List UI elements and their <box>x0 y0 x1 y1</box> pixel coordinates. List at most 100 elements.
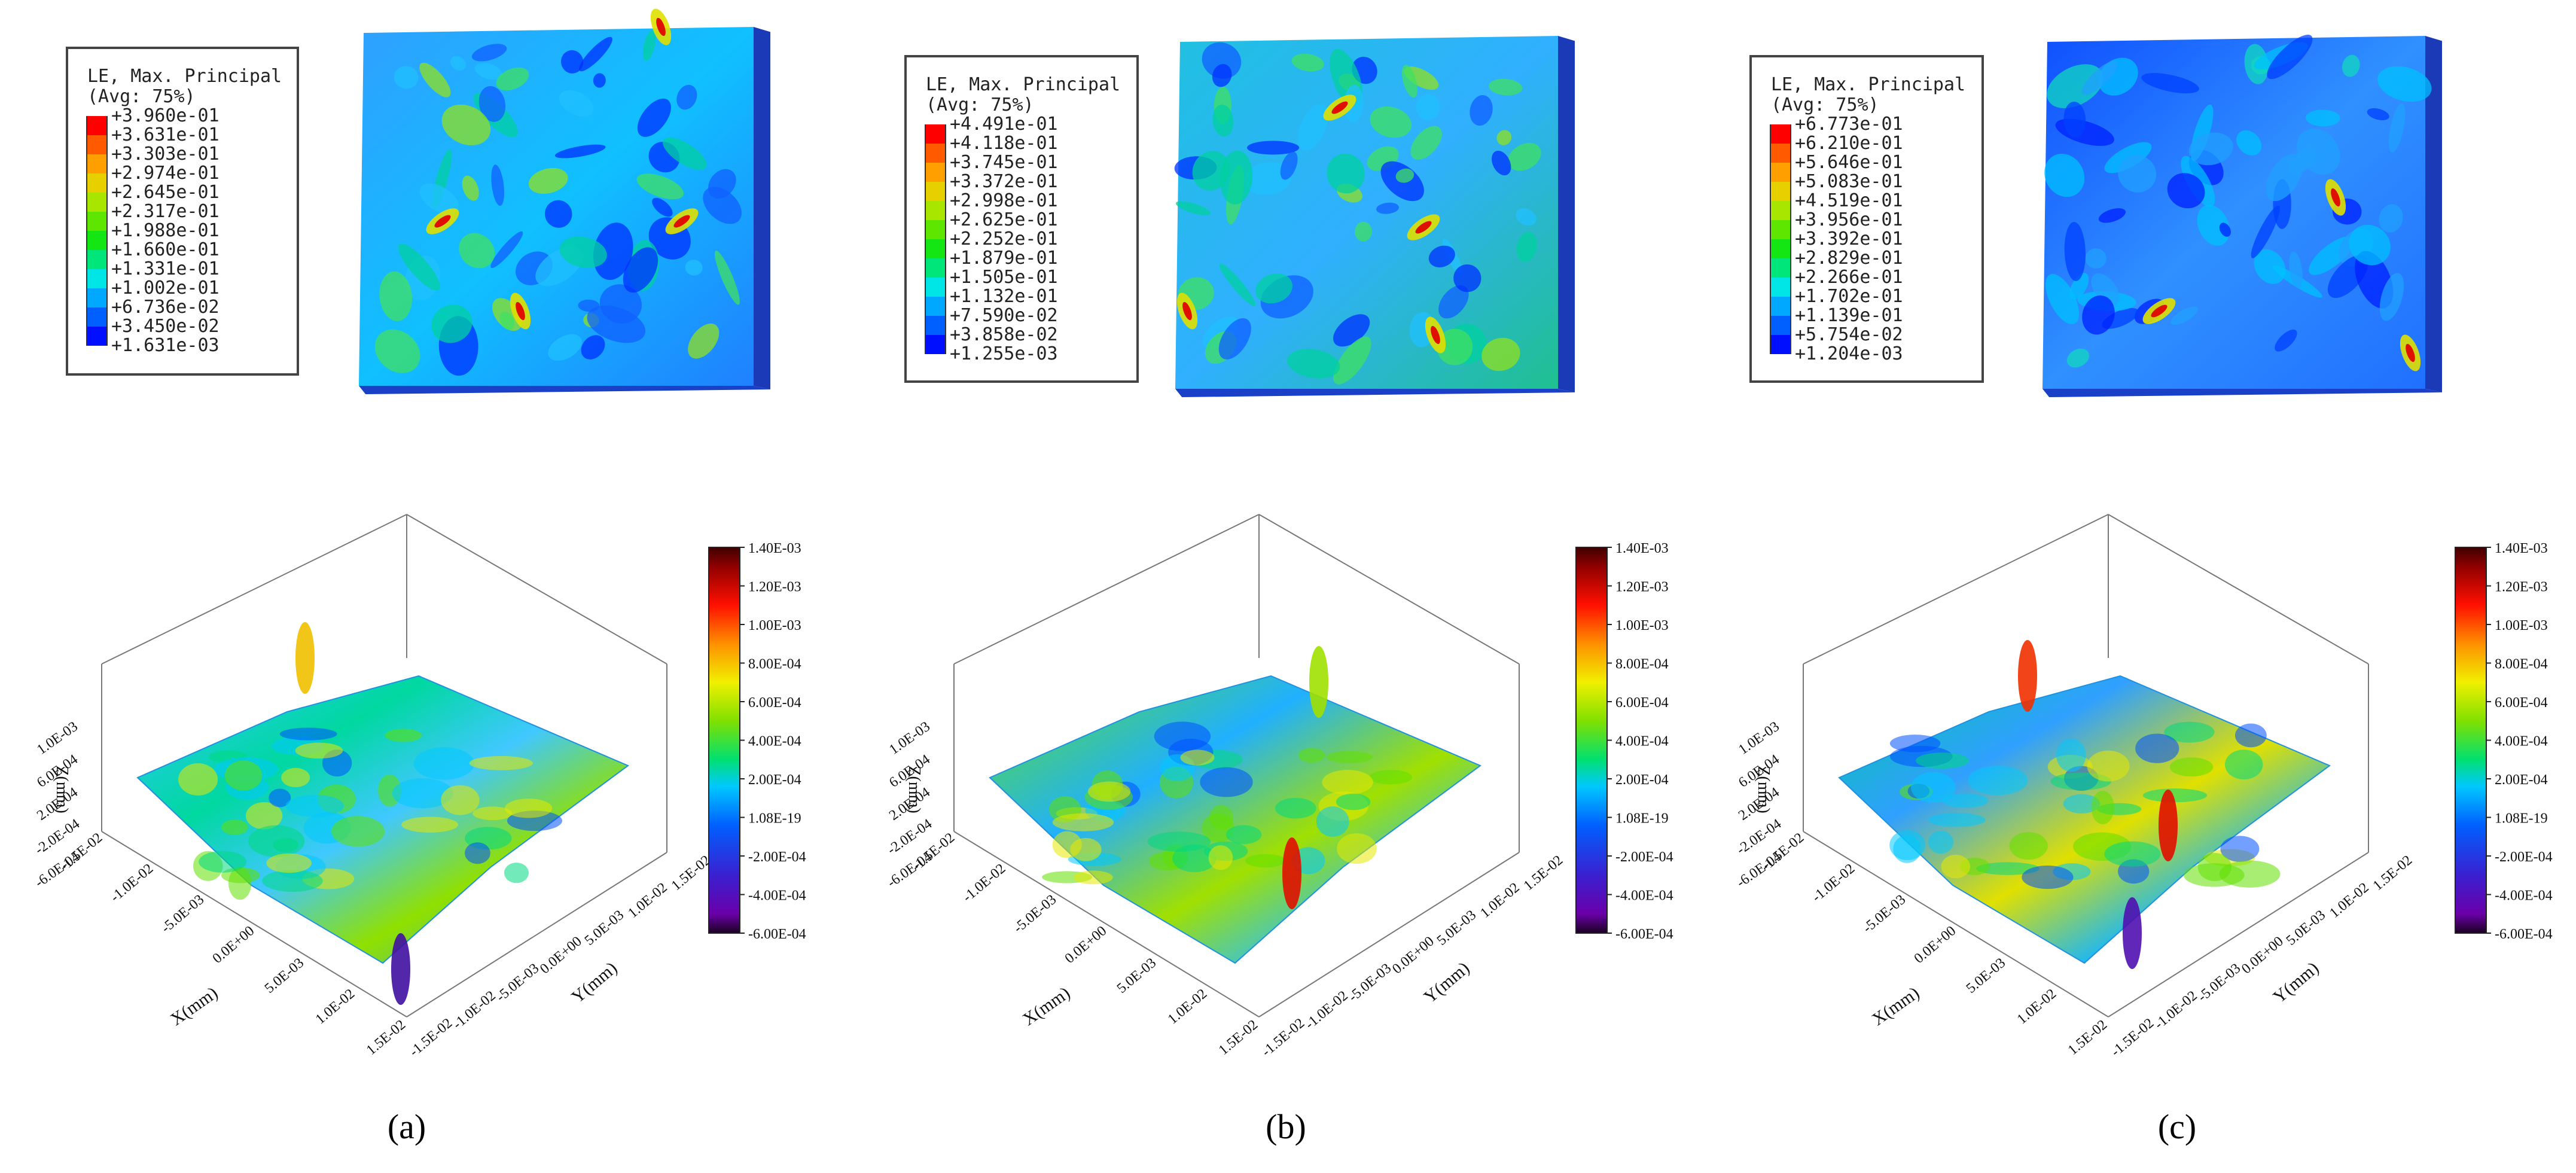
y-tick-label: 5.0E-03 <box>2284 907 2328 949</box>
legend-value: +1.204e-03 <box>1795 343 1903 364</box>
legend-value: +3.956e-01 <box>1795 209 1903 230</box>
surface-bump <box>2224 749 2263 779</box>
surface-bump <box>441 785 480 815</box>
fea-blotch <box>1220 150 1253 205</box>
fea-blotch <box>1516 231 1537 262</box>
colorbar-tick-label: 1.40E-03 <box>2495 541 2548 556</box>
legend-value: +2.974e-01 <box>111 163 220 184</box>
surface-bump <box>1052 813 1114 831</box>
surface-bump <box>2220 836 2260 862</box>
fea-block-bottom <box>2042 389 2442 397</box>
colorbar-tick-label: 4.00E-04 <box>1615 734 1669 749</box>
fea-blotch <box>2044 154 2085 197</box>
fea-blotch <box>441 104 491 145</box>
fea-blotch <box>1516 208 1537 226</box>
fea-block-side <box>1558 36 1575 392</box>
y-tick-label: -1.5E-02 <box>2108 1015 2157 1059</box>
fea-blotch <box>2081 60 2118 95</box>
fea-blotch <box>1428 245 1455 267</box>
y-tick-label: 0.0E+00 <box>1389 934 1437 977</box>
colorbar-tick-label: 1.20E-03 <box>2495 580 2548 595</box>
legend-swatch <box>925 144 946 163</box>
y-tick-label: 1.0E-02 <box>1477 880 1522 921</box>
fea-blotch <box>2367 108 2389 121</box>
legend-swatch <box>86 250 108 269</box>
surface-bump <box>1298 748 1325 763</box>
legend-swatch <box>86 193 108 212</box>
fea-blotch <box>2170 306 2198 325</box>
legend-value: +3.372e-01 <box>950 171 1058 192</box>
y-tick-label: -5.0E-03 <box>1346 961 1395 1005</box>
x-tick-label: -5.0E-03 <box>1011 892 1060 936</box>
surface-bump <box>1275 797 1316 819</box>
y-tick-label: 1.5E-02 <box>2370 852 2415 894</box>
legend-swatch <box>1770 239 1791 258</box>
legend-swatch <box>86 231 108 250</box>
colorbar-tick-label: 2.00E-04 <box>748 772 801 788</box>
legend-swatch <box>86 327 108 346</box>
surface-bump <box>1337 833 1377 864</box>
colorbar-tick-label: 4.00E-04 <box>2495 734 2548 749</box>
axis-box-line <box>2108 852 2369 1017</box>
fea-hotspot <box>434 215 451 228</box>
fea-blotch <box>2275 330 2297 352</box>
fea-blotch <box>637 98 671 137</box>
fea-blotch <box>676 84 697 110</box>
colorbar-tick-label: 8.00E-04 <box>2495 657 2548 672</box>
surface-bump <box>331 816 385 847</box>
axis-box-line <box>1258 852 1520 1017</box>
fea-blotch <box>2267 35 2313 80</box>
fea-blotch <box>528 167 568 194</box>
axis-box-line <box>953 831 1260 1017</box>
fea-blotch <box>663 137 707 170</box>
x-tick-label: 1.5E-02 <box>1216 1017 1261 1058</box>
surface-bump <box>1087 781 1131 802</box>
colorbar-tick-label: 8.00E-04 <box>748 657 801 672</box>
fea-blotch <box>636 173 684 200</box>
colorbar-tick-label: 1.40E-03 <box>748 541 801 556</box>
colorbar-tick-label: 1.20E-03 <box>748 580 801 595</box>
colorbar-gradient <box>2455 547 2487 934</box>
legend-title-line1: LE, Max. Principal <box>1771 74 1966 95</box>
legend-value: +5.646e-01 <box>1795 152 1903 173</box>
legend-value: +2.829e-01 <box>1795 248 1903 269</box>
legend-value: +3.858e-02 <box>950 324 1058 345</box>
z-tick-label: 1.0E-03 <box>1736 719 1782 758</box>
y-tick-label: 5.0E-03 <box>1434 907 1479 949</box>
surface-bump <box>2104 841 2161 867</box>
surface-bump <box>1052 831 1082 858</box>
x-tick-label: 1.5E-02 <box>2065 1017 2110 1058</box>
surface-bump <box>2087 750 2130 782</box>
fea-blotch <box>1416 94 1440 121</box>
surface-bump <box>2063 794 2101 814</box>
surface-bump <box>1369 770 1413 785</box>
fea-blotch <box>559 236 607 268</box>
axis-box-line <box>1803 831 2109 1017</box>
surface-bump <box>285 794 345 817</box>
surface-bump <box>245 802 283 830</box>
fea-blotch <box>2379 273 2404 321</box>
legend-value: +4.519e-01 <box>1795 190 1903 211</box>
surface-mesh <box>1838 675 2331 964</box>
surface-bump <box>269 788 291 808</box>
fea-legend-c: LE, Max. Principal (Avg: 75%) +6.773e-01… <box>1749 55 1984 383</box>
legend-value: +1.631e-03 <box>111 335 220 356</box>
fea-blotch <box>2063 101 2086 138</box>
axis-box-line <box>1803 514 2109 665</box>
colorbars: 1.40E-03 1.20E-03 1.00E-03 8.00E-04 6.00E-04… <box>708 541 2553 942</box>
fea-hotspot <box>1431 325 1440 345</box>
legend-value: +2.266e-01 <box>1795 267 1903 288</box>
fea-blotch <box>2388 103 2406 153</box>
fea-blotch <box>2064 222 2086 281</box>
fea-blotch <box>642 30 656 61</box>
legend-swatch <box>925 316 946 335</box>
fea-blotch <box>688 323 720 359</box>
colorbar-tick-label: 1.08E-19 <box>1615 811 1669 827</box>
legend-value: +2.998e-01 <box>950 190 1058 211</box>
fea-blotch <box>685 260 703 276</box>
surface-bump <box>273 837 298 852</box>
fea-blotch <box>1212 104 1234 137</box>
fea-blotch <box>593 223 633 280</box>
fea-legend-b: LE, Max. Principal (Avg: 75%) +4.491e-01… <box>904 55 1139 383</box>
